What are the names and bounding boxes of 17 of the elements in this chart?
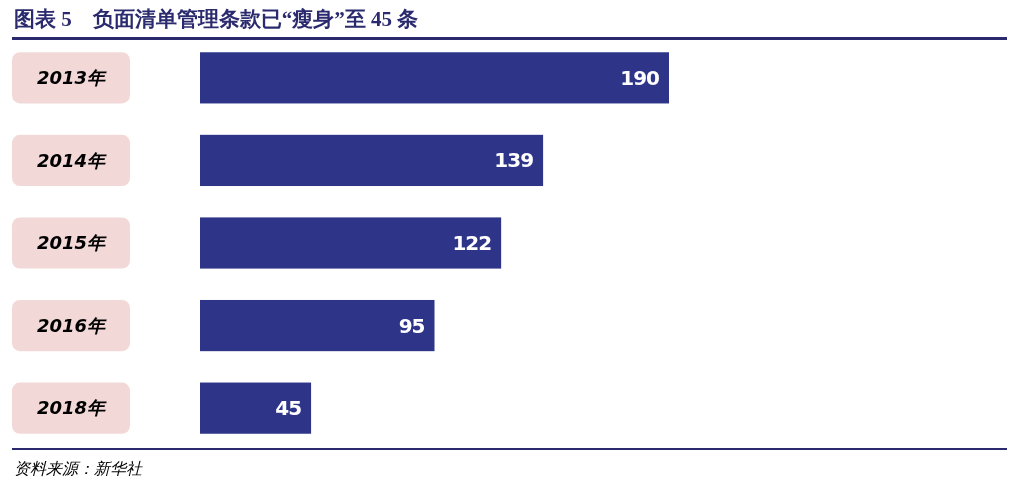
data-label: 45: [275, 396, 302, 421]
bar: [200, 382, 312, 434]
y-tick-label: 2018年: [36, 397, 108, 419]
chart-title: 图表 5 负面清单管理条款已“瘦身”至 45 条: [14, 7, 419, 31]
data-label: 95: [398, 313, 425, 338]
text: 资料来源：新华社: [14, 460, 143, 477]
data-label: 190: [620, 65, 660, 90]
y-tick-label: 2015年: [36, 232, 108, 254]
data-label: 139: [494, 148, 534, 173]
y-tick-label: 2014年: [36, 149, 108, 171]
bar: [200, 299, 435, 352]
bar: [200, 134, 544, 187]
y-tick-label: 2013年: [36, 67, 108, 89]
bar: [200, 52, 669, 104]
data-label: 122: [452, 231, 492, 255]
bar: [200, 217, 502, 269]
y-tick-label: 2016年: [36, 314, 108, 336]
